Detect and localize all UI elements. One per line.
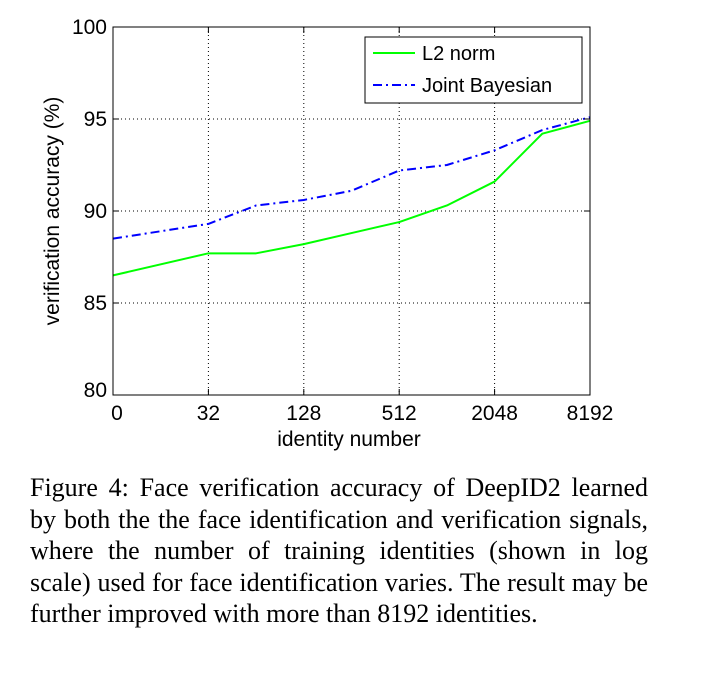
x-tick-labels: 0 32 128 512 2048 8192	[111, 402, 613, 425]
x-tick-label: 128	[286, 402, 321, 425]
x-axis-label: identity number	[277, 428, 421, 451]
legend-box	[364, 36, 583, 104]
y-tick-label: 95	[84, 108, 107, 131]
series-layer	[112, 116, 591, 277]
x-tick-label: 512	[382, 402, 417, 425]
axis-ticks	[112, 26, 591, 396]
x-tick-label: 2048	[471, 402, 518, 425]
series-line-joint-bayesian	[112, 116, 591, 240]
y-tick-label: 85	[84, 292, 107, 315]
y-tick-label: 100	[72, 16, 107, 39]
y-axis-label: verification accuracy (%)	[41, 97, 64, 326]
grid	[113, 27, 590, 395]
figure-caption: Figure 4: Face verification accuracy of …	[30, 473, 648, 628]
y-tick-label: 80	[84, 379, 107, 402]
x-tick-label: 0	[111, 402, 123, 425]
line-chart: 0 32 128 512 2048 8192 80 85 90 95 100 identity n…	[41, 16, 613, 451]
legend-label-joint-bayesian: Joint Bayesian	[422, 75, 552, 97]
y-tick-label: 90	[84, 200, 107, 223]
y-tick-labels: 80 85 90 95 100	[72, 16, 107, 402]
legend-label-l2-norm: L2 norm	[422, 43, 495, 65]
legend: L2 norm Joint Bayesian	[364, 36, 583, 104]
x-tick-label: 8192	[567, 402, 614, 425]
x-tick-label: 32	[197, 402, 220, 425]
series-line-l2-norm	[112, 119, 591, 277]
